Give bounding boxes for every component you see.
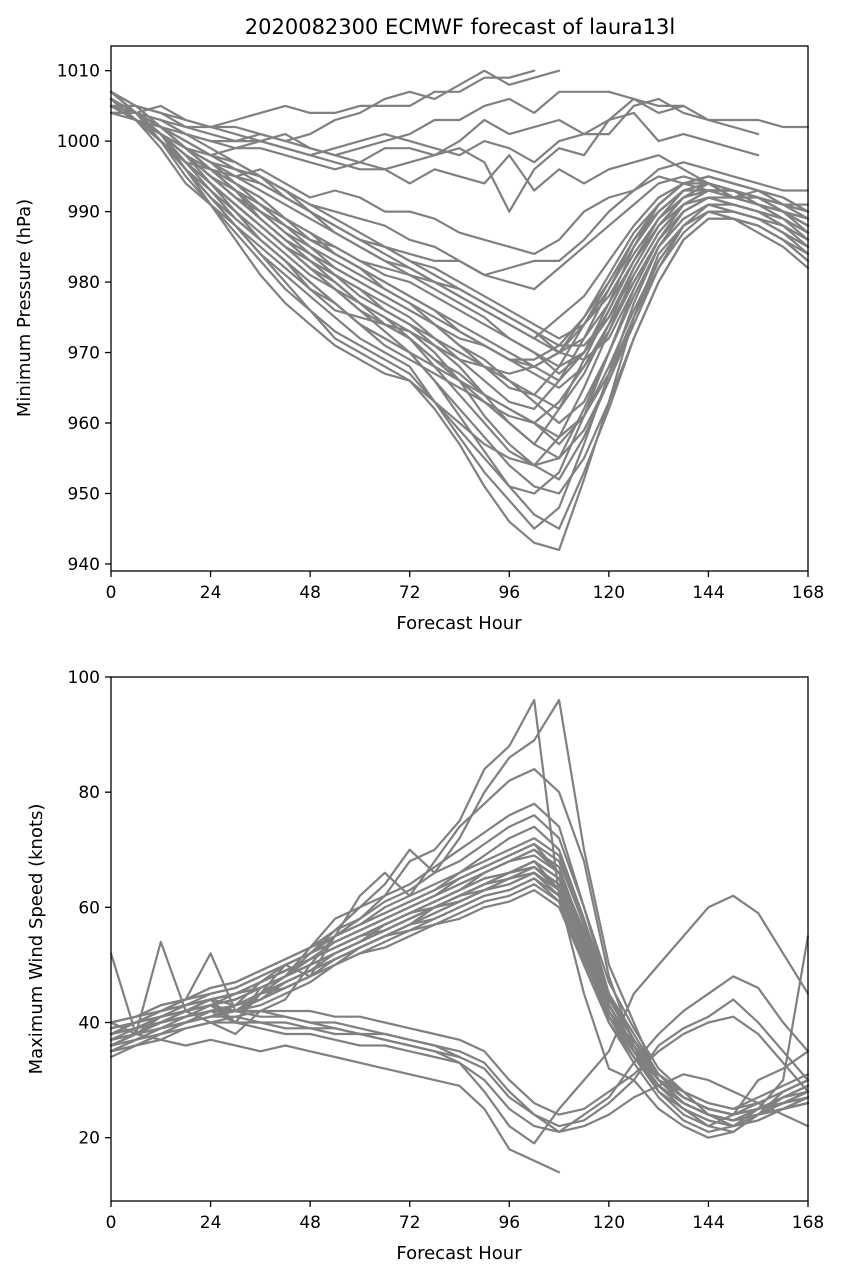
wind-x-tick-label: 168 <box>792 1213 824 1233</box>
chart-title: 2020082300 ECMWF forecast of laura13l <box>245 15 675 39</box>
wind-x-tick-label: 0 <box>106 1213 117 1233</box>
wind-ticks: 0 24 48 72 96 120 144 168 20 40 60 80 100 <box>68 668 825 1233</box>
wind-y-tick-label: 60 <box>78 898 100 918</box>
wind-x-tick-label: 48 <box>299 1213 321 1233</box>
wind-y-tick-label: 20 <box>78 1129 100 1149</box>
pressure-x-axis-label: Forecast Hour <box>396 613 522 634</box>
pressure-member-line-37 <box>109 104 810 495</box>
wind-x-tick-label: 144 <box>692 1213 724 1233</box>
wind-y-tick-label: 40 <box>78 1013 100 1033</box>
pressure-x-tick-label: 24 <box>200 583 222 603</box>
wind-member-line-22 <box>109 842 810 1111</box>
pressure-member-line-5 <box>109 97 760 164</box>
wind-x-axis-label: Forecast Hour <box>396 1243 522 1264</box>
wind-member-line-1 <box>109 698 810 1139</box>
pressure-series-group <box>109 69 810 552</box>
pressure-y-tick-label: 1010 <box>57 62 100 82</box>
wind-member-line-32 <box>109 998 810 1128</box>
wind-member-line-30 <box>109 1021 561 1174</box>
wind-x-tick-label: 96 <box>498 1213 520 1233</box>
wind-x-tick-label: 24 <box>200 1213 222 1233</box>
wind-axes-frame <box>110 676 809 1202</box>
wind-x-tick-label: 120 <box>593 1213 625 1233</box>
pressure-y-tick-label: 970 <box>68 344 100 364</box>
pressure-member-line-6 <box>109 97 760 213</box>
wind-member-line-33 <box>109 1009 810 1116</box>
pressure-x-tick-label: 0 <box>106 583 117 603</box>
pressure-member-line-8 <box>109 111 810 255</box>
pressure-member-line-34 <box>109 90 810 460</box>
pressure-y-tick-label: 1000 <box>57 132 100 152</box>
pressure-member-line-3 <box>109 90 810 157</box>
pressure-axes-frame <box>110 45 809 572</box>
pressure-x-tick-label: 48 <box>299 583 321 603</box>
pressure-x-tick-label: 72 <box>399 583 421 603</box>
pressure-member-line-35 <box>109 104 810 446</box>
pressure-x-tick-label: 96 <box>498 583 520 603</box>
pressure-y-tick-label: 990 <box>68 203 100 223</box>
wind-y-axis-label: Maximum Wind Speed (knots) <box>26 804 47 1075</box>
wind-series-group <box>109 698 810 1174</box>
pressure-member-line-39 <box>109 90 810 368</box>
pressure-ticks: 0 24 48 72 96 120 144 168 940 950 960 970 980 990 1000… <box>57 62 824 603</box>
wind-member-line-35 <box>109 1004 461 1059</box>
pressure-member-line-10 <box>109 104 810 277</box>
wind-member-line-3 <box>109 767 810 1128</box>
wind-member-line-28 <box>109 865 810 1116</box>
pressure-member-line-27 <box>109 97 810 410</box>
pressure-panel: 2020082300 ECMWF forecast of laura13l 0 2… <box>14 15 824 634</box>
pressure-member-line-36 <box>109 97 810 347</box>
pressure-member-line-7 <box>109 104 810 213</box>
pressure-x-tick-label: 120 <box>593 583 625 603</box>
pressure-x-tick-label: 168 <box>792 583 824 603</box>
wind-panel: 0 24 48 72 96 120 144 168 20 40 60 80 100 Forecast H… <box>26 668 824 1264</box>
wind-y-tick-label: 80 <box>78 783 100 803</box>
wind-member-line-2 <box>109 698 810 1128</box>
wind-member-line-31 <box>109 975 810 1134</box>
pressure-y-tick-label: 980 <box>68 273 100 293</box>
pressure-member-line-16 <box>109 104 810 467</box>
wind-x-tick-label: 72 <box>399 1213 421 1233</box>
pressure-y-tick-label: 950 <box>68 484 100 504</box>
pressure-y-tick-label: 940 <box>68 555 100 575</box>
pressure-y-tick-label: 960 <box>68 414 100 434</box>
pressure-x-tick-label: 144 <box>692 583 724 603</box>
pressure-y-axis-label: Minimum Pressure (hPa) <box>14 199 35 417</box>
wind-y-tick-label: 100 <box>68 668 100 688</box>
